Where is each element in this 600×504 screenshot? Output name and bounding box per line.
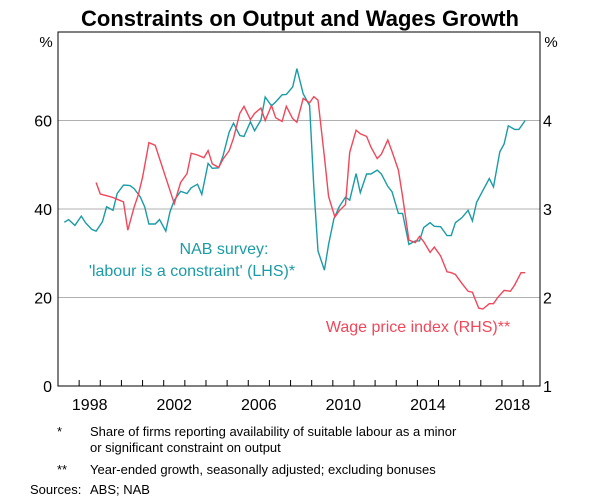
x-tick-label: 2002 (156, 397, 192, 414)
nab-series-label-line1: NAB survey: (180, 241, 269, 258)
wpi-series-label: Wage price index (RHS)** (326, 319, 510, 336)
plot-frame (57, 31, 541, 387)
left-tick-label: 0 (43, 379, 52, 396)
right-tick-label: 1 (543, 379, 552, 396)
footnote-1-mark: * (57, 424, 63, 439)
x-tick-label: 2006 (241, 397, 277, 414)
right-tick-label: 3 (543, 202, 552, 219)
chart-title: Constraints on Output and Wages Growth (81, 6, 519, 31)
footnote-1-text2: or significant constraint on output (90, 440, 281, 455)
right-unit-label: % (544, 34, 557, 51)
sources-text: ABS; NAB (90, 482, 150, 497)
nab-series-label-line2: 'labour is a constraint' (LHS)* (89, 263, 295, 280)
x-tick-label: 1998 (72, 397, 108, 414)
left-unit-label: % (39, 34, 52, 51)
left-tick-label: 20 (34, 291, 52, 308)
nab-survey-line (63, 68, 526, 271)
wage-price-index-line (95, 95, 526, 310)
footnote-2-mark: ** (57, 462, 68, 477)
x-tick-label: 2010 (326, 397, 362, 414)
left-tick-label: 60 (34, 114, 52, 131)
x-tick-label: 2014 (410, 397, 446, 414)
right-tick-label: 4 (543, 114, 552, 131)
footnote-1-text: Share of firms reporting availability of… (90, 424, 457, 439)
left-tick-label: 40 (34, 202, 52, 219)
footnote-2-text: Year-ended growth, seasonally adjusted; … (90, 462, 436, 477)
right-tick-label: 2 (543, 291, 552, 308)
x-tick-label: 2018 (495, 397, 531, 414)
sources-label: Sources: (30, 482, 82, 497)
